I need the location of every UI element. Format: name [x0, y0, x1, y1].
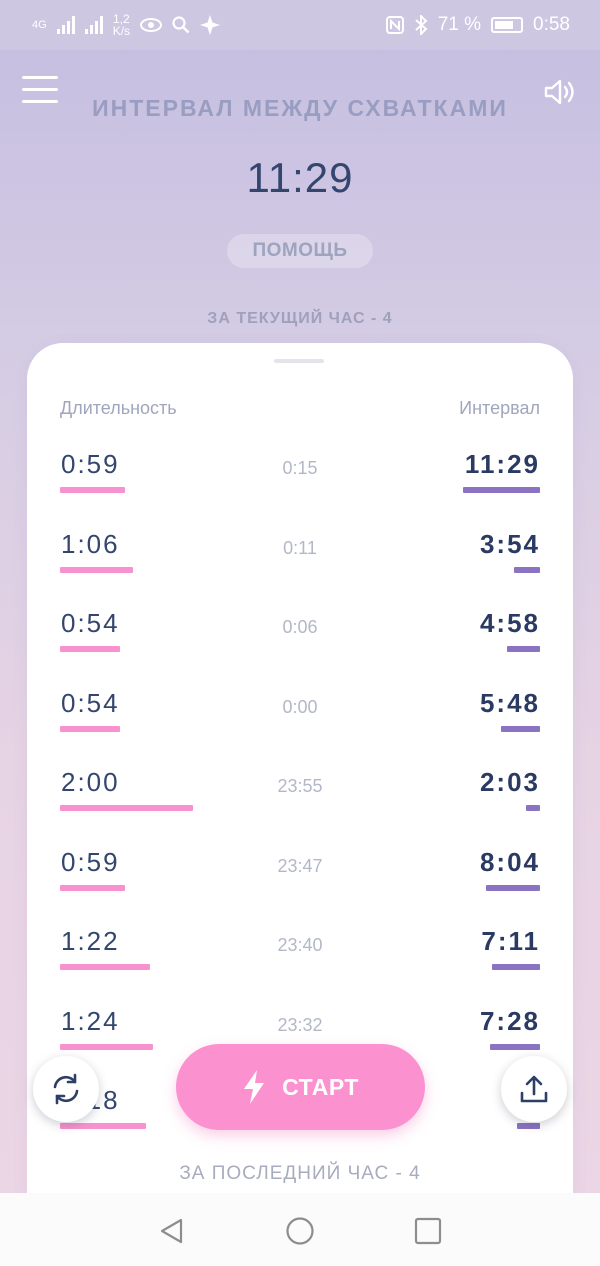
last-hour-count: ЗА ПОСЛЕДНИЙ ЧАС - 4	[179, 1163, 421, 1184]
reset-button[interactable]	[33, 1056, 99, 1122]
nfc-icon	[385, 16, 404, 34]
lightning-icon	[244, 1070, 265, 1104]
start-label: СТАРТ	[282, 1073, 359, 1100]
duration-value: 0:54	[61, 608, 120, 638]
speaker-icon	[544, 79, 574, 105]
interval-value: 3:54	[479, 528, 540, 559]
recents-icon[interactable]	[414, 1217, 442, 1245]
drag-handle[interactable]	[274, 359, 324, 363]
network-speed: 1,2 K/s	[113, 13, 130, 37]
interval-value: 8:04	[479, 846, 540, 877]
duration-value: 0:59	[61, 449, 120, 479]
interval-bar	[492, 964, 540, 970]
current-hour-count: ЗА ТЕКУЩИЙ ЧАС - 4	[207, 310, 393, 327]
start-time: 0:06	[282, 617, 318, 637]
interval-bar	[486, 884, 540, 891]
table-row[interactable]: 0:54 0:06 4:58	[27, 608, 573, 668]
duration-value: 0:59	[61, 846, 120, 877]
interval-bar	[514, 566, 540, 573]
interval-value: 7:28	[479, 1005, 540, 1036]
table-row[interactable]: 0:59 23:47 8:04	[27, 847, 573, 907]
interval-bar	[501, 725, 540, 732]
interval-bar	[526, 805, 540, 811]
interval-bar	[517, 1123, 540, 1129]
interval-bar	[463, 487, 540, 493]
duration-bar	[60, 805, 193, 811]
search-icon	[172, 16, 190, 34]
network-speed-value: 1,2	[113, 12, 130, 26]
interval-value: 11:29	[464, 449, 540, 479]
column-header-interval: Интервал	[459, 398, 540, 418]
interval-value: 5:48	[479, 687, 540, 718]
status-time: 0:58	[533, 14, 570, 35]
column-header-duration: Длительность	[60, 398, 177, 418]
menu-button[interactable]	[22, 76, 58, 104]
help-button[interactable]: ПОМОЩЬ	[227, 234, 373, 268]
start-time: 23:32	[277, 1014, 323, 1035]
duration-bar	[60, 1123, 146, 1129]
duration-value: 1:06	[61, 528, 120, 559]
duration-bar	[60, 566, 133, 573]
table-row[interactable]: 1:06 0:11 3:54	[27, 529, 573, 589]
battery-icon	[491, 17, 524, 33]
duration-bar	[60, 646, 120, 652]
table-row[interactable]: 1:24 23:32 7:28	[27, 1006, 573, 1066]
eye-icon	[140, 18, 163, 32]
start-time: 0:15	[282, 458, 318, 478]
interval-value: 4:58	[479, 608, 540, 638]
home-icon[interactable]	[285, 1216, 315, 1246]
system-nav-bar	[0, 1193, 600, 1266]
status-bar: 4G 1,2 K/s 71 % 0:58	[0, 0, 600, 50]
signal-icon	[84, 16, 103, 34]
bluetooth-icon	[415, 15, 428, 35]
status-left: 4G 1,2 K/s	[32, 13, 221, 37]
duration-bar	[60, 725, 120, 732]
duration-value: 1:22	[61, 926, 120, 956]
start-time: 0:00	[282, 696, 318, 717]
duration-bar	[60, 1043, 153, 1050]
duration-value: 1:24	[61, 1005, 120, 1036]
duration-value: 0:54	[61, 687, 120, 718]
interval-value: 7:11	[481, 926, 540, 956]
status-right: 71 % 0:58	[385, 14, 570, 36]
start-time: 0:11	[283, 537, 317, 558]
interval-value: 2:03	[479, 767, 540, 797]
page-title: ИНТЕРВАЛ МЕЖДУ СХВАТКАМИ	[92, 95, 508, 121]
table-row[interactable]: 1:22 23:40 7:11	[27, 926, 573, 986]
start-time: 23:55	[277, 776, 323, 796]
interval-bar	[490, 1043, 540, 1050]
start-time: 23:40	[277, 935, 323, 955]
sound-button[interactable]	[543, 78, 579, 106]
start-button[interactable]: СТАРТ	[176, 1044, 425, 1130]
share-button[interactable]	[501, 1056, 567, 1122]
sparkle-icon	[200, 15, 221, 35]
back-icon[interactable]	[158, 1217, 186, 1245]
table-row[interactable]: 0:54 0:00 5:48	[27, 688, 573, 748]
duration-bar	[60, 487, 125, 493]
start-time: 23:47	[277, 855, 323, 876]
duration-bar	[60, 964, 150, 970]
refresh-icon	[53, 1073, 79, 1105]
table-row[interactable]: 0:59 0:15 11:29	[27, 449, 573, 509]
interval-bar	[507, 646, 540, 652]
table-row[interactable]: 2:00 23:55 2:03	[27, 767, 573, 827]
battery-percent: 71 %	[437, 14, 482, 35]
network-type: 4G	[32, 18, 47, 31]
duration-value: 2:00	[61, 767, 120, 797]
network-speed-unit: K/s	[112, 24, 131, 38]
duration-bar	[60, 884, 125, 891]
signal-icon	[56, 16, 75, 34]
upload-icon	[520, 1075, 548, 1103]
current-interval: 11:29	[246, 154, 354, 201]
